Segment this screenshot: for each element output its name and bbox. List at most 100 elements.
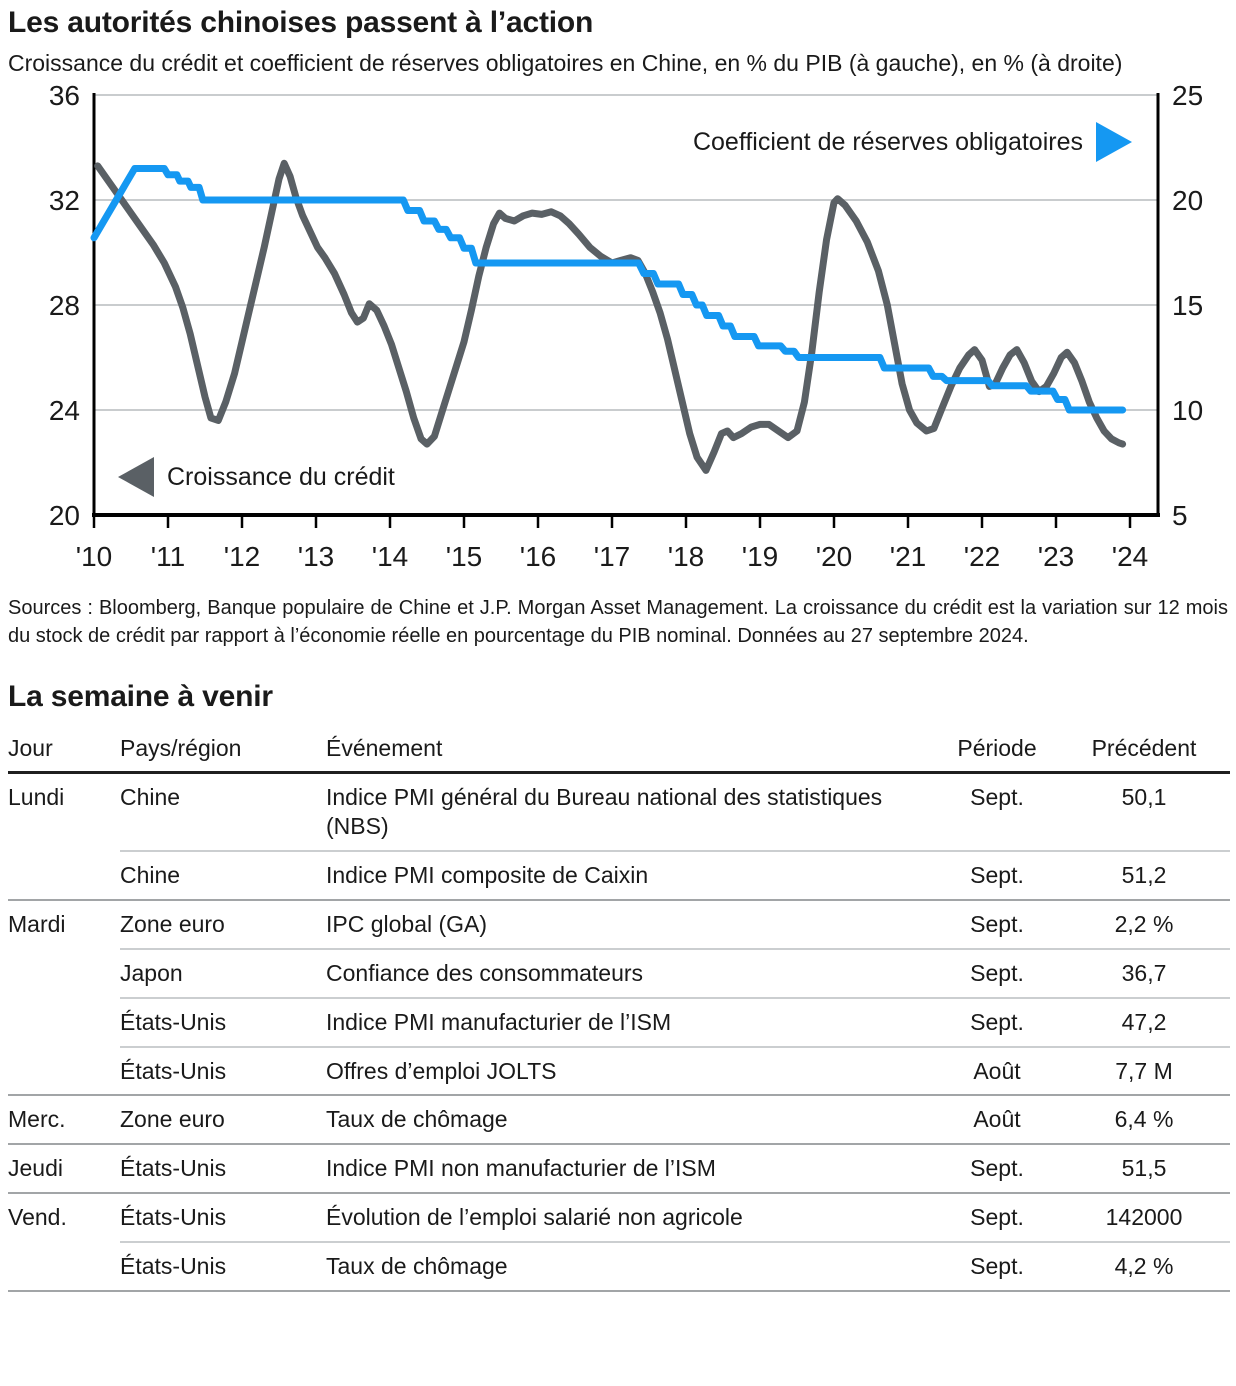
- page-title: Les autorités chinoises passent à l’acti…: [8, 6, 594, 39]
- cell-day: [8, 997, 120, 1046]
- cell-event: Indice PMI composite de Caixin: [326, 849, 936, 899]
- cell-previous: 6,4 %: [1114, 1106, 1174, 1133]
- chart-subtitle: Croissance du crédit et coefficient de r…: [8, 50, 1123, 76]
- right-axis-tick-label: 25: [1172, 82, 1203, 111]
- cell-region: Japon: [120, 947, 326, 997]
- cell-period: Sept.: [936, 996, 1060, 1046]
- cell-period: Sept.: [970, 1155, 1024, 1182]
- col-header-event: Événement: [326, 734, 443, 761]
- right-axis-tick-label: 20: [1172, 185, 1203, 216]
- cell-region: États-Unis: [120, 1241, 326, 1290]
- cell-region: Zone euro: [120, 910, 225, 937]
- table-body: Lundi Chine Indice PMI général du Bureau n…: [8, 774, 1230, 1291]
- x-tick-label: '10: [76, 541, 113, 572]
- cell-previous: 142000: [1105, 1204, 1183, 1231]
- table-row: Vend. États-Unis Évolution de l’emploi sal…: [8, 1192, 1230, 1241]
- x-tick-label: '11: [151, 541, 185, 572]
- cell-day: Merc.: [8, 1106, 66, 1133]
- credit-rrr-chart: '10 '11 '12 '13 '14 '15 '16 '17 '18 '19 '20 '21 '22 '…: [0, 82, 1236, 587]
- x-tick-label: '19: [742, 541, 779, 572]
- cell-region: États-Unis: [120, 1045, 326, 1095]
- x-tick-label: '12: [224, 541, 261, 572]
- table-row: Chine Indice PMI composite de Caixin Sept.…: [8, 849, 1230, 899]
- cell-region: Zone euro: [120, 1106, 225, 1133]
- cell-event: Offres d’emploi JOLTS: [326, 1045, 936, 1095]
- x-tick-label: '13: [298, 541, 335, 572]
- cell-region: États-Unis: [120, 996, 326, 1046]
- cell-event: Taux de chômage: [326, 1241, 936, 1290]
- right-axis-tick-label: 15: [1172, 290, 1203, 321]
- x-tick-label: '15: [446, 541, 483, 572]
- cell-region: Chine: [120, 849, 326, 899]
- x-tick-label: '20: [816, 541, 853, 572]
- cell-day: Lundi: [8, 783, 65, 810]
- cell-previous: 4,2 %: [1060, 1241, 1230, 1290]
- table-row: Jeudi États-Unis Indice PMI non manufactur…: [8, 1143, 1230, 1192]
- cell-period: Sept.: [970, 783, 1024, 810]
- right-axis-tick-label: 10: [1172, 395, 1203, 426]
- table-row: Japon Confiance des consommateurs Sept. 36,…: [8, 947, 1230, 997]
- cell-period: Sept.: [970, 910, 1024, 937]
- x-tick-label: '24: [1112, 541, 1149, 572]
- legend-credit: Croissance du crédit: [118, 457, 395, 498]
- cell-previous: 47,2: [1060, 996, 1230, 1046]
- legend-rrr: Coefficient de réserves obligatoires: [692, 122, 1132, 163]
- arrow-right-icon: [1096, 122, 1132, 163]
- source-note: Sources : Bloomberg, Banque populaire de…: [8, 597, 1228, 647]
- right-axis-tick-label: 5: [1172, 500, 1188, 531]
- cell-period: Sept.: [936, 947, 1060, 997]
- table-row: États-Unis Taux de chômage Sept. 4,2 %: [8, 1241, 1230, 1290]
- cell-day: [8, 1241, 120, 1290]
- left-axis-tick-label: 36: [49, 82, 80, 111]
- cell-day: [8, 1046, 120, 1095]
- credit-growth-line: [94, 160, 1127, 475]
- x-tick-label: '18: [668, 541, 705, 572]
- cell-previous: 2,2 %: [1114, 910, 1174, 937]
- col-header-day: Jour: [8, 734, 53, 761]
- cell-event: Évolution de l’emploi salarié non agrico…: [326, 1204, 743, 1231]
- col-header-period: Période: [957, 734, 1037, 761]
- left-axis-tick-label: 20: [49, 500, 80, 531]
- week-ahead-table: Jour Pays/région Événement Période Précé…: [8, 728, 1230, 1293]
- cell-period: Août: [973, 1106, 1021, 1133]
- left-axis-tick-label: 32: [49, 185, 80, 216]
- cell-day: Vend.: [8, 1204, 67, 1231]
- cell-day: Mardi: [8, 910, 66, 937]
- cell-day: [8, 850, 120, 899]
- legend-credit-label: Croissance du crédit: [167, 462, 395, 491]
- legend-rrr-label: Coefficient de réserves obligatoires: [692, 127, 1083, 156]
- cell-event: Indice PMI manufacturier de l’ISM: [326, 996, 936, 1046]
- rrr-line: [90, 165, 1127, 414]
- cell-period: Août: [936, 1045, 1060, 1095]
- table-row: Lundi Chine Indice PMI général du Bureau n…: [8, 774, 1230, 850]
- col-header-previous: Précédent: [1091, 734, 1197, 761]
- cell-region: États-Unis: [120, 1204, 227, 1231]
- cell-previous: 36,7: [1060, 947, 1230, 997]
- left-axis-tick-label: 24: [49, 395, 80, 426]
- x-tick-label: '23: [1038, 541, 1075, 572]
- x-tick-label: '17: [594, 541, 631, 572]
- cell-period: Sept.: [936, 1241, 1060, 1290]
- cell-day: Jeudi: [8, 1155, 63, 1182]
- cell-event: Taux de chômage: [326, 1106, 508, 1133]
- x-tick-label: '21: [890, 541, 927, 572]
- table-header-row: Jour Pays/région Événement Période Précé…: [8, 728, 1230, 774]
- section-title-week-ahead: La semaine à venir: [8, 679, 273, 713]
- cell-event: IPC global (GA): [326, 910, 488, 937]
- table-row: Merc. Zone euro Taux de chômage Août 6,4 %: [8, 1094, 1230, 1143]
- cell-previous: 51,2: [1060, 849, 1230, 899]
- chart-canvas: '10 '11 '12 '13 '14 '15 '16 '17 '18 '19 '20 '21 '22 '…: [49, 82, 1203, 572]
- table-row: États-Unis Offres d’emploi JOLTS Août 7,7 M: [8, 1045, 1230, 1095]
- cell-event: Indice PMI général du Bureau national de…: [326, 783, 883, 839]
- cell-previous: 51,5: [1121, 1155, 1167, 1182]
- cell-event: Confiance des consommateurs: [326, 947, 936, 997]
- arrow-left-icon: [118, 457, 154, 498]
- table-row: États-Unis Indice PMI manufacturier de l’…: [8, 996, 1230, 1046]
- x-tick-label: '22: [964, 541, 1001, 572]
- x-tick-label: '14: [372, 541, 409, 572]
- x-tick-label: '16: [520, 541, 557, 572]
- cell-region: États-Unis: [120, 1155, 227, 1182]
- cell-period: Sept.: [970, 1204, 1024, 1231]
- cell-period: Sept.: [936, 849, 1060, 899]
- col-header-region: Pays/région: [120, 734, 242, 761]
